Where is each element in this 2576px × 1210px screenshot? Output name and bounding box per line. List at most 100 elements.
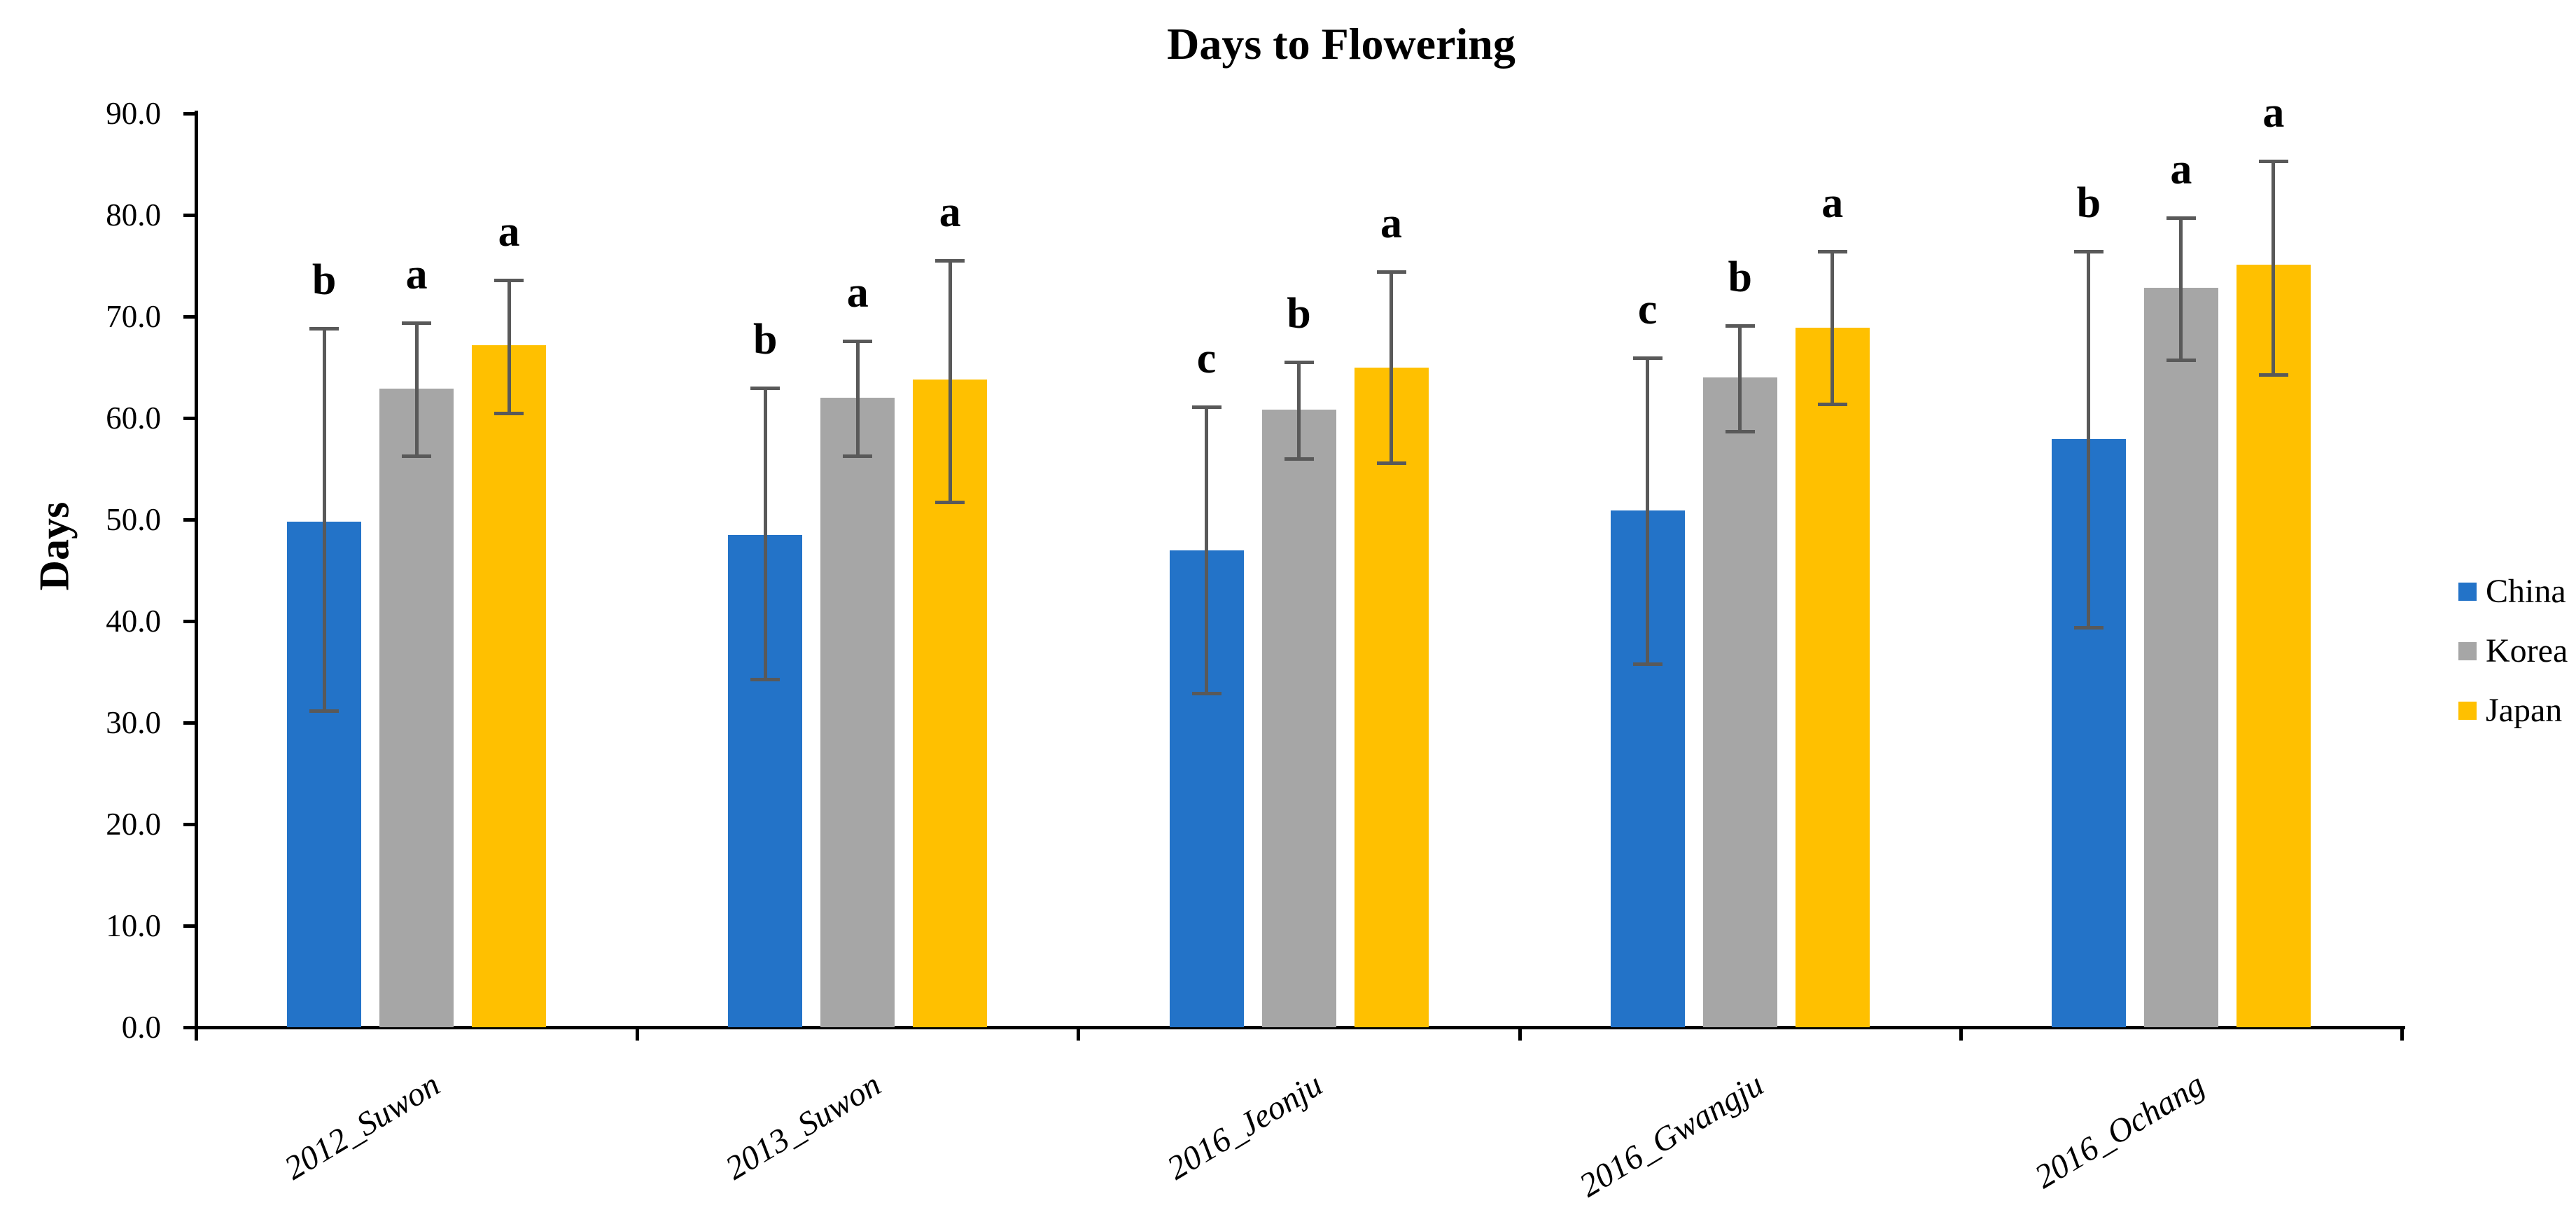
error-bar <box>2272 161 2276 375</box>
x-tick-mark <box>1077 1029 1081 1041</box>
x-category-label: 2016_Jeonju <box>1160 1066 1329 1188</box>
y-tick-label: 60.0 <box>106 401 161 436</box>
bar-korea-2013_Suwon <box>820 398 895 1027</box>
y-tick-label: 70.0 <box>106 299 161 334</box>
bar-korea-2016_Jeonju <box>1261 410 1336 1027</box>
significance-letter: c <box>1637 286 1658 334</box>
error-bar-cap <box>2073 625 2104 630</box>
error-bar-cap <box>309 327 340 331</box>
legend-item-china: China <box>2458 574 2566 609</box>
error-bar-cap <box>494 278 524 282</box>
error-bar-cap <box>402 454 432 458</box>
y-tick-label: 30.0 <box>106 705 161 740</box>
x-axis-line <box>195 1026 2405 1029</box>
chart-title: Days to Flowering <box>1167 19 1516 69</box>
x-tick-mark <box>1959 1029 1963 1041</box>
error-bar-cap <box>1376 461 1406 465</box>
error-bar <box>414 322 419 456</box>
y-axis-line <box>195 111 198 1029</box>
error-bar-cap <box>1817 402 1847 406</box>
error-bar-cap <box>935 501 965 505</box>
y-tick-mark <box>183 1026 196 1029</box>
error-bar <box>2179 218 2183 361</box>
error-bar-cap <box>2073 250 2104 254</box>
bar-korea-2012_Suwon <box>379 388 454 1027</box>
significance-letter: a <box>405 250 428 298</box>
significance-letter: a <box>2170 146 2192 194</box>
legend-label: Japan <box>2486 692 2563 729</box>
y-tick-mark <box>183 620 196 623</box>
legend-swatch-korea <box>2458 642 2477 660</box>
y-tick-label: 40.0 <box>106 604 161 639</box>
y-tick-mark <box>183 721 196 725</box>
bar-korea-2016_Gwangju <box>1702 377 1777 1027</box>
legend-label: Korea <box>2486 632 2568 669</box>
significance-letter: a <box>939 188 961 237</box>
y-tick-mark <box>183 315 196 319</box>
error-bar <box>763 387 767 679</box>
error-bar-cap <box>2166 359 2196 363</box>
bar-japan-2016_Ochang <box>2236 265 2311 1027</box>
y-tick-mark <box>183 823 196 826</box>
significance-letter: a <box>2262 89 2285 137</box>
error-bar-cap <box>2166 216 2196 221</box>
y-tick-mark <box>183 924 196 928</box>
bar-japan-2016_Gwangju <box>1795 327 1870 1027</box>
y-tick-label: 20.0 <box>106 807 161 842</box>
legend-swatch-china <box>2458 583 2477 601</box>
error-bar-cap <box>1284 361 1314 365</box>
y-tick-mark <box>183 112 196 116</box>
error-bar-cap <box>935 259 965 263</box>
x-tick-mark <box>2400 1029 2404 1041</box>
error-bar <box>1738 326 1742 431</box>
error-bar <box>1297 362 1301 459</box>
error-bar-cap <box>1632 662 1662 666</box>
bar-japan-2016_Jeonju <box>1354 367 1429 1027</box>
error-bar-cap <box>1725 429 1755 433</box>
significance-letter: a <box>846 268 869 317</box>
error-bar-cap <box>402 321 432 325</box>
y-tick-mark <box>183 518 196 522</box>
y-tick-mark <box>183 417 196 420</box>
error-bar <box>2087 251 2091 627</box>
significance-letter: b <box>1287 290 1311 338</box>
legend: China Korea Japan <box>2458 0 2576 1210</box>
significance-letter: a <box>498 207 520 256</box>
error-bar-cap <box>1817 250 1847 254</box>
x-tick-mark <box>636 1029 640 1041</box>
error-bar-cap <box>843 339 873 343</box>
error-bar-cap <box>750 386 780 390</box>
y-tick-label: 0.0 <box>121 1010 161 1045</box>
x-tick-mark <box>195 1029 198 1041</box>
legend-swatch-japan <box>2458 702 2477 720</box>
error-bar-cap <box>1284 457 1314 461</box>
error-bar-cap <box>2258 160 2288 164</box>
x-tick-mark <box>1518 1029 1522 1041</box>
x-category-label: 2016_Ochang <box>2028 1066 2211 1196</box>
error-bar <box>507 279 511 413</box>
y-tick-mark <box>183 214 196 217</box>
y-tick-label: 10.0 <box>106 908 161 943</box>
error-bar <box>855 340 860 456</box>
error-bar-cap <box>494 411 524 415</box>
bar-korea-2016_Ochang <box>2143 288 2218 1027</box>
significance-letter: a <box>1821 179 1844 228</box>
error-bar-cap <box>2258 373 2288 377</box>
error-bar <box>1390 272 1393 463</box>
y-tick-label: 80.0 <box>106 197 161 232</box>
significance-letter: c <box>1196 335 1217 383</box>
error-bar <box>1830 251 1835 404</box>
error-bar-cap <box>1191 405 1222 410</box>
x-category-label: 2016_Gwangju <box>1572 1066 1770 1204</box>
legend-item-japan: Japan <box>2458 693 2562 728</box>
significance-letter: b <box>753 315 778 363</box>
significance-letter: a <box>1380 200 1402 248</box>
error-bar-cap <box>1191 691 1222 695</box>
error-bar-cap <box>1725 324 1755 328</box>
significance-letter: b <box>2076 179 2101 228</box>
error-bar <box>322 328 326 711</box>
significance-letter: b <box>1728 253 1752 302</box>
legend-item-korea: Korea <box>2458 634 2568 669</box>
error-bar <box>1205 407 1208 693</box>
